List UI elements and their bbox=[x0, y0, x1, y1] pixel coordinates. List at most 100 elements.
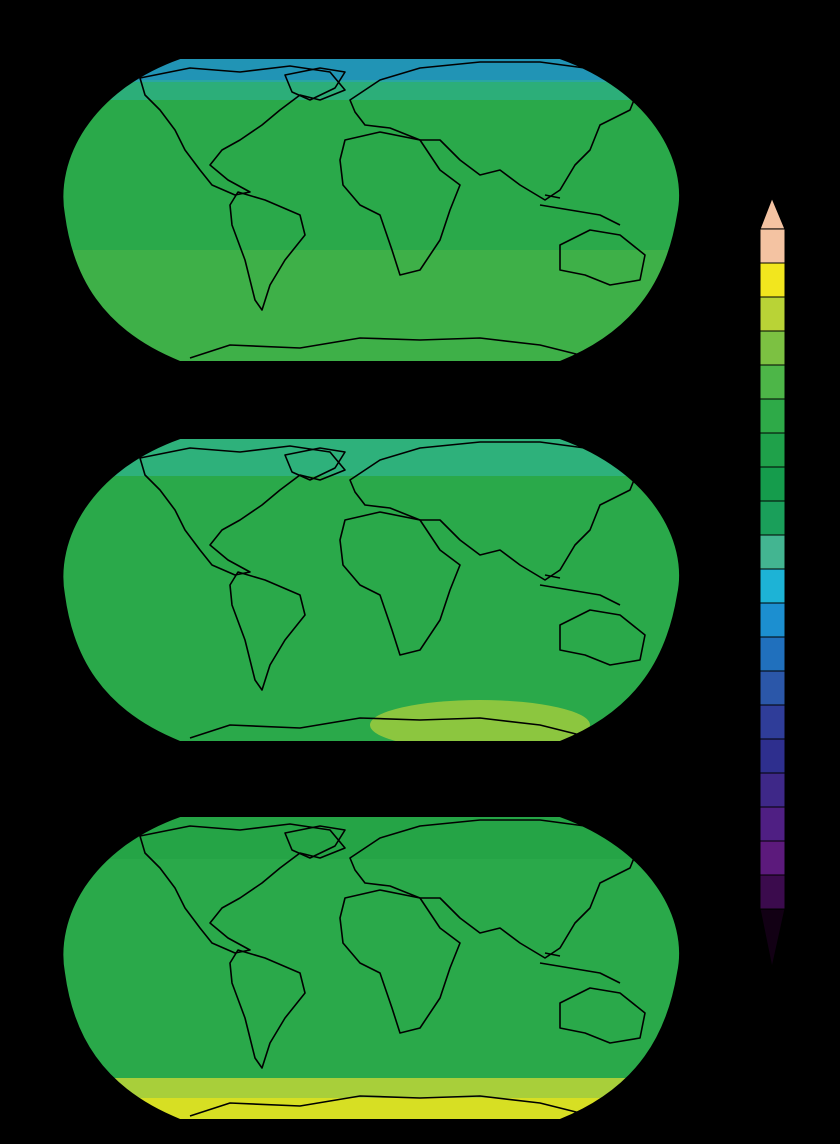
lon-label: 90E bbox=[434, 368, 466, 388]
colorbar-segment bbox=[759, 466, 786, 502]
lon-label: 180 bbox=[189, 786, 221, 806]
lon-label: 180 bbox=[189, 748, 221, 768]
colorbar-segment bbox=[759, 772, 786, 808]
map-border bbox=[61, 815, 682, 1121]
colorbar-segment bbox=[759, 568, 786, 604]
colorbar-segment bbox=[759, 738, 786, 774]
lon-label: 180 bbox=[514, 786, 546, 806]
lon-label: 180 bbox=[514, 408, 546, 428]
lat-label: 60N bbox=[678, 840, 712, 860]
colorbar-label: −0.3 bbox=[786, 352, 835, 376]
lon-label: 90W bbox=[266, 786, 305, 806]
lat-label: 60N bbox=[678, 82, 712, 102]
lon-label: 180 bbox=[189, 368, 221, 388]
lon-label: 90E bbox=[434, 28, 466, 48]
lat-label: 30S bbox=[678, 258, 710, 278]
lon-label: 180 bbox=[514, 28, 546, 48]
lat-label: EQ bbox=[34, 579, 58, 599]
lon-label: 90E bbox=[434, 748, 466, 768]
colorbar-segment bbox=[759, 364, 786, 400]
lon-label: 90W bbox=[266, 368, 305, 388]
lat-label: 60S bbox=[26, 1073, 58, 1093]
colorbar-label: −0.5 bbox=[786, 420, 835, 444]
colorbar-segment bbox=[759, 670, 786, 706]
map-border bbox=[61, 437, 682, 743]
lon-label: 0 bbox=[365, 748, 376, 768]
colorbar-segment bbox=[759, 228, 786, 264]
colorbar-segment bbox=[759, 330, 786, 366]
lat-label: 60S bbox=[26, 315, 58, 335]
lat-label: 30S bbox=[26, 258, 58, 278]
lon-label: 90E bbox=[434, 1126, 466, 1144]
lat-label: 60S bbox=[678, 1073, 710, 1093]
lon-label: 180 bbox=[189, 1126, 221, 1144]
colorbar: 0.1 −0.1 −0.3 −0.5 −0.7 −0.9 −1.1 −1.3 −1.5 −1.7 −… bbox=[759, 196, 835, 969]
panel-label: Ch2/TUS bbox=[0, 729, 104, 754]
lat-label: 30N bbox=[678, 139, 712, 159]
colorbar-label: −0.1 bbox=[786, 284, 835, 308]
lat-label: EQ bbox=[678, 579, 702, 599]
map-border bbox=[61, 57, 682, 363]
panels: 180 90W 0 90E 180 180 90W 0 90E 180 60N 30N EQ 30S 60S… bbox=[0, 28, 712, 1144]
map-shading bbox=[62, 58, 681, 362]
lon-label: 180 bbox=[189, 28, 221, 48]
colorbar-segment bbox=[759, 296, 786, 332]
south-band bbox=[62, 1098, 681, 1120]
lon-label: 0 bbox=[365, 786, 376, 806]
colorbar-segment bbox=[759, 500, 786, 536]
colorbar-segment bbox=[759, 534, 786, 570]
lat-label: 60S bbox=[26, 695, 58, 715]
colorbar-label: 0.1 bbox=[786, 216, 818, 240]
colorbar-segment bbox=[759, 840, 786, 876]
map-panel: 180 90W 0 90E 180 180 90W 0 90E 180 60N 30N EQ 30S 60S… bbox=[0, 408, 712, 768]
colorbar-segment bbox=[759, 806, 786, 842]
colorbar-label: −1.1 bbox=[786, 624, 835, 648]
lat-label: 60N bbox=[24, 840, 58, 860]
colorbar-segment bbox=[759, 636, 786, 672]
polar-band bbox=[62, 80, 681, 100]
lat-label: EQ bbox=[34, 957, 58, 977]
lat-label: 60S bbox=[678, 315, 710, 335]
lon-label: 180 bbox=[514, 1126, 546, 1144]
lon-label: 90W bbox=[266, 748, 305, 768]
lat-label: 30S bbox=[26, 1016, 58, 1036]
lon-label: 180 bbox=[189, 408, 221, 428]
colorbar-segment bbox=[759, 432, 786, 468]
lon-label: 90W bbox=[266, 408, 305, 428]
map-panel: 180 90W 0 90E 180 180 90W 0 90E 180 60N 30N EQ 30S 60S… bbox=[0, 786, 712, 1144]
colorbar-label: −1.9 bbox=[786, 896, 835, 920]
lat-label: 30S bbox=[678, 638, 710, 658]
south-patch bbox=[370, 700, 590, 742]
colorbar-label: −1.7 bbox=[786, 828, 835, 852]
panel-label: Ch3/TTS bbox=[0, 349, 102, 374]
lon-label: 0 bbox=[365, 368, 376, 388]
lon-label: 0 bbox=[365, 28, 376, 48]
lat-label: 30N bbox=[24, 897, 58, 917]
colorbar-label: −0.9 bbox=[786, 556, 835, 580]
colorbar-top-arrow bbox=[759, 196, 786, 230]
lat-label: 30N bbox=[678, 519, 712, 539]
lat-label: 60N bbox=[24, 82, 58, 102]
colorbar-segment bbox=[759, 602, 786, 638]
lat-label: 60S bbox=[678, 695, 710, 715]
lon-label: 90W bbox=[266, 28, 305, 48]
lon-label: 90W bbox=[266, 1126, 305, 1144]
lat-label: EQ bbox=[34, 199, 58, 219]
lat-label: EQ bbox=[678, 957, 702, 977]
lat-label: 60N bbox=[24, 462, 58, 482]
lon-label: 90E bbox=[434, 408, 466, 428]
map-panel: 180 90W 0 90E 180 180 90W 0 90E 180 60N 30N EQ 30S 60S… bbox=[0, 28, 712, 388]
lat-label: 30S bbox=[678, 1016, 710, 1036]
colorbar-segment bbox=[759, 874, 786, 910]
lon-label: 0 bbox=[365, 408, 376, 428]
panel-label: Ch1/TMS bbox=[0, 1107, 108, 1132]
lon-label: 90E bbox=[434, 786, 466, 806]
colorbar-bottom-arrow bbox=[759, 908, 786, 969]
lat-label: 30N bbox=[678, 897, 712, 917]
lat-label: 30S bbox=[26, 638, 58, 658]
colorbar-segment bbox=[759, 262, 786, 298]
lat-label: 60N bbox=[678, 462, 712, 482]
colorbar-segment bbox=[759, 704, 786, 740]
colorbar-segment bbox=[759, 398, 786, 434]
